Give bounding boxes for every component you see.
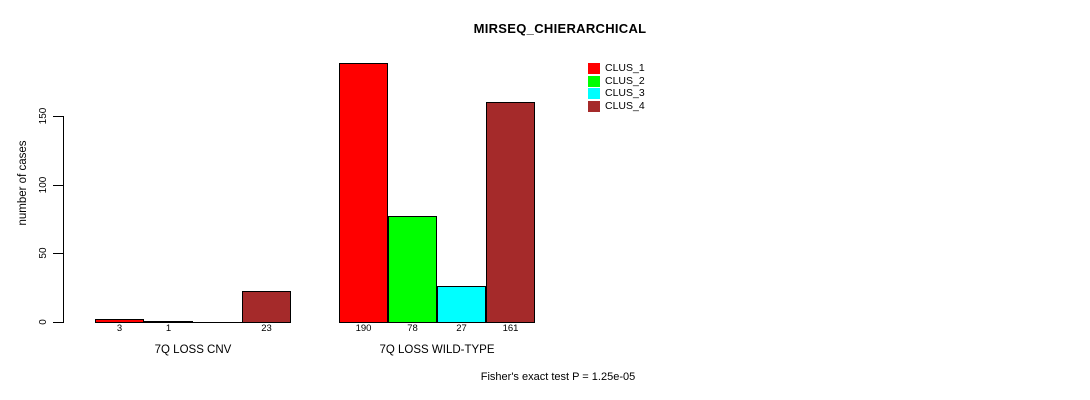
y-tick-label: 100 bbox=[38, 176, 49, 193]
y-tick-mark bbox=[53, 116, 63, 117]
x-group-label: 7Q LOSS WILD-TYPE bbox=[379, 344, 495, 356]
legend-label: CLUS_1 bbox=[605, 61, 645, 74]
y-tick-label: 150 bbox=[38, 107, 49, 125]
legend-entry: CLUS_4 bbox=[588, 100, 645, 113]
bar-value-label: 27 bbox=[456, 323, 467, 334]
bar-value-label: 3 bbox=[116, 323, 123, 334]
bar bbox=[242, 290, 291, 323]
bar-value-label: 23 bbox=[261, 323, 272, 334]
y-tick-label: 50 bbox=[38, 247, 49, 259]
bar bbox=[486, 101, 535, 323]
legend-label: CLUS_2 bbox=[605, 74, 645, 87]
bar bbox=[437, 285, 486, 323]
bar-value-label: 1 bbox=[165, 323, 172, 334]
bar-value-label: 190 bbox=[355, 323, 372, 334]
bar bbox=[339, 62, 388, 323]
fisher-test-footnote: Fisher's exact test P = 1.25e-05 bbox=[480, 371, 636, 383]
bar-value-label: 78 bbox=[407, 323, 418, 334]
bar bbox=[95, 318, 144, 323]
legend-entry: CLUS_2 bbox=[588, 75, 645, 88]
legend-entry: CLUS_1 bbox=[588, 62, 645, 75]
y-tick-mark bbox=[53, 253, 63, 254]
legend-color-swatch bbox=[588, 75, 600, 87]
bar bbox=[388, 215, 437, 323]
legend-color-swatch bbox=[588, 62, 600, 74]
bar bbox=[144, 320, 193, 323]
y-tick-label: 0 bbox=[38, 318, 49, 325]
bar-value-label: 161 bbox=[502, 323, 519, 334]
legend-entry: CLUS_3 bbox=[588, 88, 645, 101]
legend-label: CLUS_3 bbox=[605, 87, 645, 100]
y-tick-mark bbox=[53, 184, 63, 186]
x-group-label: 7Q LOSS CNV bbox=[154, 344, 232, 356]
y-axis-line bbox=[63, 116, 64, 323]
chart-title: MIRSEQ_CHIERARCHICAL bbox=[473, 21, 647, 36]
legend-label: CLUS_4 bbox=[605, 100, 645, 113]
legend: CLUS_1 CLUS_2 CLUS_3 CLUS_4 bbox=[588, 62, 645, 113]
bar bbox=[193, 321, 242, 323]
y-tick-mark bbox=[53, 321, 63, 323]
legend-color-swatch bbox=[588, 88, 600, 100]
legend-color-swatch bbox=[588, 101, 600, 113]
y-axis-label: number of cases bbox=[17, 140, 29, 226]
